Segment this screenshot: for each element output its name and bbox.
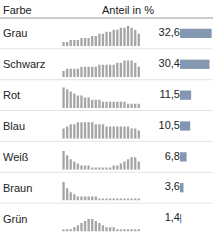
svg-text:32,6: 32,6 xyxy=(159,26,180,38)
svg-text:Schwarz: Schwarz xyxy=(3,58,45,70)
svg-text:Farbe: Farbe xyxy=(3,4,32,16)
svg-text:Grau: Grau xyxy=(3,27,27,39)
svg-text:Grün: Grün xyxy=(3,213,27,225)
svg-text:30,4: 30,4 xyxy=(159,57,180,69)
svg-text:10,5: 10,5 xyxy=(159,119,180,131)
svg-text:Rot: Rot xyxy=(3,89,20,101)
svg-text:3,6: 3,6 xyxy=(165,180,180,192)
svg-text:Braun: Braun xyxy=(3,182,32,194)
svg-text:1,4: 1,4 xyxy=(165,211,180,223)
svg-text:Anteil in %: Anteil in % xyxy=(102,4,154,16)
svg-text:11,5: 11,5 xyxy=(159,88,180,100)
svg-text:6,8: 6,8 xyxy=(165,150,180,162)
svg-text:Blau: Blau xyxy=(3,120,25,132)
svg-text:Weiß: Weiß xyxy=(3,151,29,163)
